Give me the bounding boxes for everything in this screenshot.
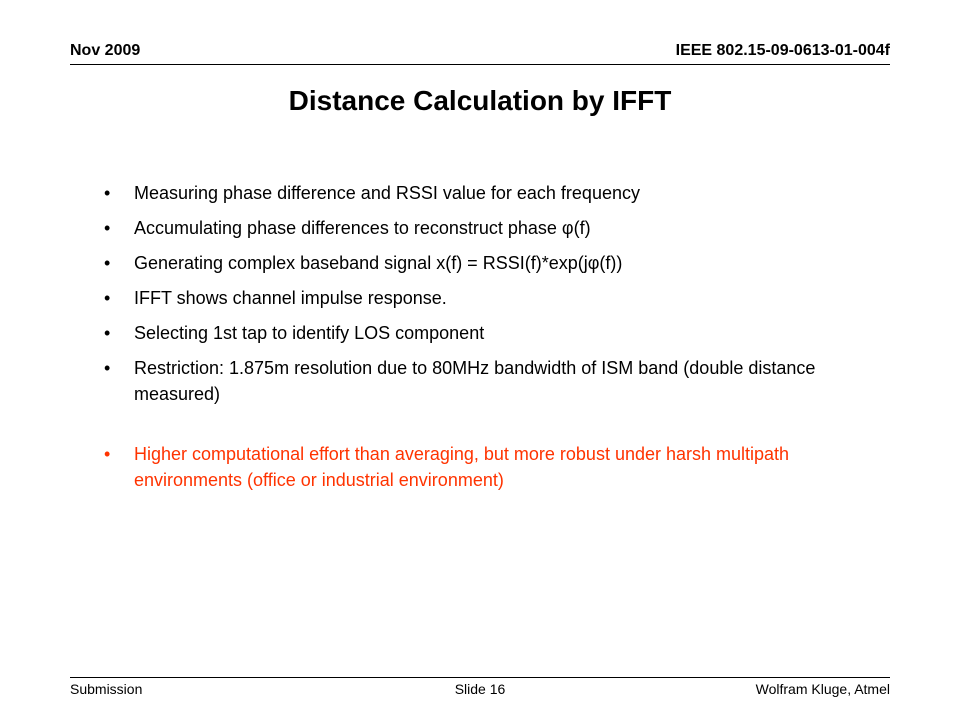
bullet-text: Restriction: 1.875m resolution due to 80…	[134, 358, 816, 404]
header-divider	[70, 64, 890, 65]
header-doc-id: IEEE 802.15-09-0613-01-004f	[675, 42, 890, 59]
bullet-item: • Accumulating phase differences to reco…	[104, 215, 824, 241]
bullet-text: Higher computational effort than averagi…	[134, 444, 790, 490]
bullet-item-highlighted: • Higher computational effort than avera…	[104, 441, 824, 493]
footer-divider	[70, 677, 890, 678]
bullet-item: • Selecting 1st tap to identify LOS comp…	[104, 320, 824, 346]
bullet-item: • Restriction: 1.875m resolution due to …	[104, 355, 824, 407]
bullet-marker: •	[104, 358, 111, 378]
bullet-marker: •	[104, 444, 111, 464]
bullet-marker: •	[104, 323, 111, 343]
bullet-text: Generating complex baseband signal x(f) …	[134, 253, 623, 273]
bullet-marker: •	[104, 183, 111, 203]
bullet-text: Selecting 1st tap to identify LOS compon…	[134, 323, 485, 343]
slide-title: Distance Calculation by IFFT	[288, 85, 672, 116]
bullet-item: • IFFT shows channel impulse response.	[104, 285, 824, 311]
bullet-text: Measuring phase difference and RSSI valu…	[134, 183, 640, 203]
bullet-list: • Measuring phase difference and RSSI va…	[104, 180, 824, 502]
bullet-marker: •	[104, 218, 111, 238]
bullet-marker: •	[104, 288, 111, 308]
footer-submission: Submission	[70, 681, 143, 697]
bullet-item: • Measuring phase difference and RSSI va…	[104, 180, 824, 206]
bullet-marker: •	[104, 253, 111, 273]
footer-author: Wolfram Kluge, Atmel	[755, 681, 890, 697]
header-date: Nov 2009	[70, 42, 141, 59]
bullet-text: IFFT shows channel impulse response.	[134, 288, 447, 308]
bullet-text: Accumulating phase differences to recons…	[134, 218, 591, 238]
bullet-item: • Generating complex baseband signal x(f…	[104, 250, 824, 276]
footer-slide-number: Slide 16	[454, 681, 506, 697]
